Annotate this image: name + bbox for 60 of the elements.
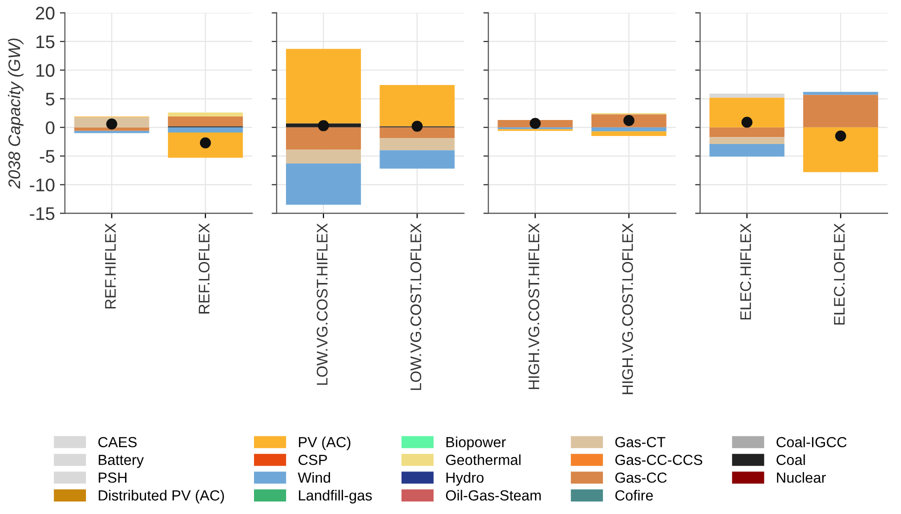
legend-label: CAES	[98, 436, 137, 448]
x-tick-label: HIGH.VG.COST.HIFLEX	[528, 223, 540, 390]
bar	[380, 138, 455, 150]
bar	[380, 127, 455, 138]
legend-label: PV (AC)	[298, 436, 350, 450]
bar	[380, 150, 455, 169]
x-tick-label: LOW.VG.COST.LOFLEX	[410, 223, 422, 390]
legend-label: Wind	[298, 472, 330, 483]
bar	[168, 127, 243, 133]
y-axis-title: 2038 Capacity (GW)	[8, 38, 24, 189]
legend-label: Battery	[98, 454, 144, 468]
legend-label: Coal-IGCC	[776, 436, 847, 448]
legend-label: Landfill-gas	[298, 490, 372, 504]
x-tick-label: ELEC.HIFLEX	[740, 223, 752, 320]
legend-label: Gas-CC-CCS	[615, 454, 702, 466]
bar	[380, 85, 455, 126]
y-tick-label: -5	[40, 150, 54, 163]
legend-label: Cofire	[615, 490, 653, 501]
bar	[168, 112, 243, 117]
bar	[803, 127, 878, 172]
bar	[709, 94, 784, 98]
bar	[286, 163, 361, 205]
x-tick-label: HIGH.VG.COST.LOFLEX	[622, 223, 633, 394]
bar	[591, 131, 666, 136]
y-tick-label: 10	[36, 64, 54, 77]
bar	[286, 48, 361, 124]
x-tick-label: REF.HIFLEX	[105, 223, 116, 308]
bar	[168, 132, 243, 158]
y-tick-label: -15	[30, 207, 54, 220]
bar	[709, 144, 784, 157]
bar	[591, 127, 666, 132]
x-tick-label: REF.LOFLEX	[198, 223, 210, 314]
legend-label: Coal	[776, 454, 805, 466]
legend-label: Nuclear	[777, 472, 826, 483]
bar	[168, 116, 243, 126]
bar	[709, 137, 784, 144]
x-tick-label: LOW.VG.COST.HIFLEX	[316, 223, 328, 385]
y-tick-label: 20	[36, 6, 54, 20]
bar	[286, 127, 361, 150]
bar	[74, 127, 150, 131]
legend-label: PSH	[98, 472, 126, 483]
x-tick-label: ELEC.LOFLEX	[834, 223, 845, 325]
legend-label: Gas-CC	[615, 472, 667, 483]
legend-label: CSP	[298, 454, 327, 466]
bar	[803, 92, 878, 95]
y-tick-label: 0	[46, 121, 54, 134]
legend-label: Biopower	[446, 436, 506, 450]
legend-label: Gas-CT	[615, 436, 666, 448]
y-tick-label: 5	[46, 92, 54, 106]
bar	[709, 127, 784, 138]
bar	[286, 150, 361, 164]
y-tick-label: 15	[36, 36, 54, 48]
bar	[591, 114, 666, 128]
legend-label: Distributed PV (AC)	[98, 490, 224, 504]
bar	[709, 98, 784, 128]
legend-label: Hydro	[446, 472, 484, 486]
legend-label: Oil-Gas-Steam	[446, 490, 541, 501]
legend-label: Geothermal	[446, 454, 520, 466]
bar	[803, 94, 878, 128]
y-tick-label: -10	[30, 178, 54, 192]
